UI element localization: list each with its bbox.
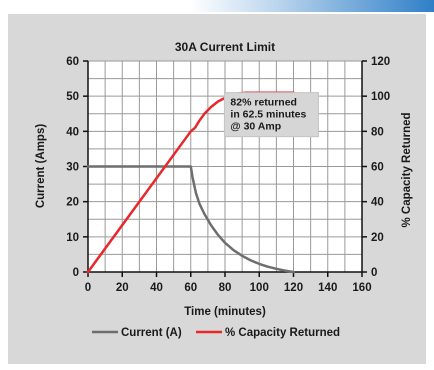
x-tick-label: 160 (352, 282, 371, 294)
y-tick-label: 60 (66, 56, 79, 68)
annotation-text-line: @ 30 Amp (230, 121, 281, 133)
y-tick-label: 30 (66, 162, 79, 174)
x-tick-label: 140 (318, 282, 337, 294)
x-axis-label: Time (minutes) (184, 306, 266, 318)
y-tick-label: 10 (66, 232, 79, 244)
x-tick-label: 100 (250, 282, 269, 294)
legend-label-current: Current (A) (121, 327, 182, 339)
y-axis-label: Current (Amps) (35, 124, 47, 209)
y-tick-label: 40 (66, 126, 79, 138)
y2-axis-label: % Capacity Returned (401, 112, 413, 227)
y-tick-label: 20 (66, 197, 79, 209)
legend: Current (A) % Capacity Returned (92, 327, 340, 339)
x-tick-label: 120 (284, 282, 303, 294)
x-tick-label: 40 (150, 282, 163, 294)
y-tick-label: 0 (73, 267, 79, 279)
x-tick-label: 80 (219, 282, 232, 294)
x-tick-label: 20 (116, 282, 129, 294)
y2-tick-label: 120 (371, 56, 390, 68)
y2-tick-label: 100 (371, 91, 390, 103)
axis-layer: 0 20 40 60 80 100 120 140 1600102030405060020406… (66, 56, 390, 294)
x-tick-label: 0 (85, 282, 91, 294)
y2-tick-label: 20 (371, 232, 384, 244)
y-tick-label: 50 (66, 91, 79, 103)
annotation-text-line: 82% returned (230, 97, 297, 109)
y2-tick-label: 0 (371, 267, 377, 279)
y2-tick-label: 40 (371, 197, 384, 209)
y2-tick-label: 80 (371, 126, 384, 138)
x-tick-label: 60 (184, 282, 197, 294)
chart-title: 30A Current Limit (175, 40, 275, 54)
annotation-box (223, 92, 319, 138)
top-accent-bar (190, 0, 434, 12)
legend-label-capacity: % Capacity Returned (225, 327, 340, 339)
series-line-current (86, 165, 295, 274)
y2-tick-label: 60 (371, 162, 384, 174)
annotation-text-line: in 62.5 minutes (230, 109, 306, 121)
